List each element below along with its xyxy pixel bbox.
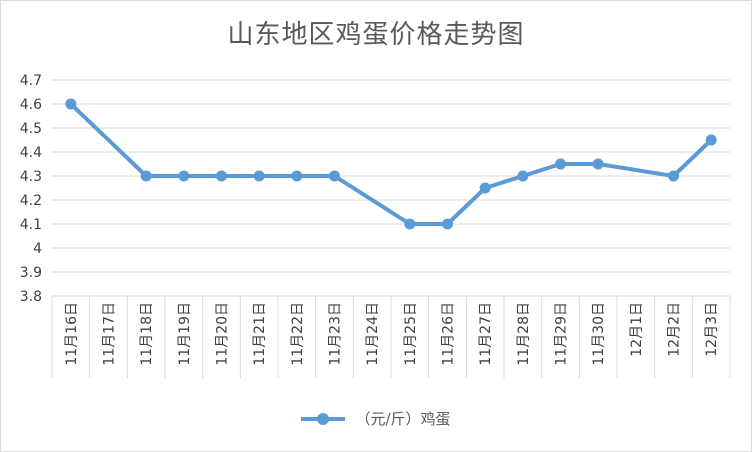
data-point (253, 170, 265, 182)
data-point (404, 218, 416, 230)
x-tick-label: 11月28日 (516, 302, 532, 366)
y-tick-label: 4.4 (20, 145, 42, 161)
x-tick-label: 11月24日 (365, 302, 381, 366)
y-tick-label: 4 (33, 241, 42, 257)
x-tick-label: 11月27日 (478, 302, 494, 366)
y-tick-label: 4.2 (20, 193, 42, 209)
data-point (517, 170, 529, 182)
x-tick-label: 11月18日 (139, 302, 155, 366)
data-point (555, 158, 566, 170)
legend-marker (301, 412, 346, 425)
data-point (329, 170, 340, 182)
legend-label: （元/斤）鸡蛋 (355, 410, 451, 428)
y-tick-label: 4.3 (20, 169, 42, 185)
x-tick-label: 12月3日 (704, 302, 720, 357)
data-point (442, 218, 453, 230)
y-tick-label: 4.6 (20, 97, 42, 113)
x-tick-label: 11月29日 (554, 302, 570, 366)
y-tick-label: 3.9 (20, 265, 42, 281)
y-tick-label: 4.7 (20, 73, 42, 89)
x-tick-label: 11月17日 (102, 302, 118, 366)
gridlines (52, 79, 730, 297)
x-tick-label: 11月25日 (403, 302, 419, 366)
y-tick-label: 4.5 (20, 121, 42, 137)
data-point (705, 134, 717, 146)
x-tick-label: 11月22日 (290, 302, 306, 366)
legend-dot (317, 412, 330, 425)
x-tick-label: 12月1日 (629, 302, 645, 357)
data-point (479, 182, 491, 194)
x-tick-label: 11月23日 (328, 302, 344, 366)
chart-title: 山东地区鸡蛋价格走势图 (227, 20, 525, 50)
x-tick-label: 11月19日 (177, 302, 193, 366)
legend: （元/斤）鸡蛋 (0, 408, 752, 429)
x-tick-label: 11月16日 (64, 302, 80, 366)
data-point (216, 170, 227, 182)
y-tick-label: 3.8 (20, 289, 42, 305)
data-point (291, 170, 303, 182)
x-tick-label: 12月2日 (667, 302, 683, 357)
data-point (65, 98, 77, 110)
x-tick-label: 11月26日 (441, 302, 457, 366)
data-point (140, 170, 152, 182)
x-tick-label: 11月20日 (215, 302, 231, 366)
series-layer (65, 98, 717, 230)
x-axis: 11月16日 11月17日 11月18日 11月19日 11月20日 11月21日 11月2… (51, 296, 731, 378)
data-point (178, 170, 190, 182)
y-axis: 3.8 3.9 4 4.1 4.2 4.3 4.4 4.5 4.6 4.7 (20, 73, 42, 305)
x-tick-label: 11月30日 (591, 302, 607, 366)
x-tick-label: 11月21日 (252, 302, 268, 366)
series-line (69, 102, 713, 226)
y-tick-label: 4.1 (20, 217, 42, 233)
data-point (668, 170, 679, 182)
data-point (592, 158, 604, 170)
